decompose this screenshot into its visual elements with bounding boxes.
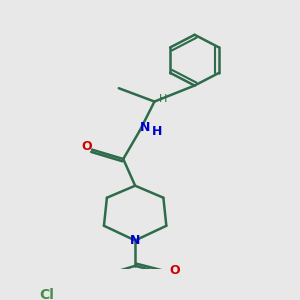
Text: H: H	[159, 94, 167, 104]
Text: N: N	[140, 121, 150, 134]
Text: Cl: Cl	[39, 288, 54, 300]
Text: O: O	[81, 140, 92, 153]
Text: N: N	[130, 234, 140, 247]
Text: O: O	[169, 264, 180, 277]
Text: H: H	[152, 125, 163, 138]
